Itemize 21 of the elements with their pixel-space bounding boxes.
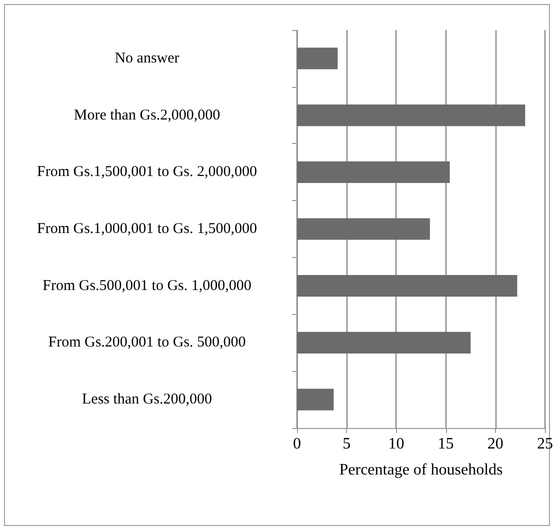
bar	[297, 48, 338, 70]
x-tick-label: 20	[487, 436, 504, 452]
x-tick-label: 15	[438, 436, 454, 452]
y-tick-label: From Gs.1,500,001 to Gs. 2,000,000	[36, 164, 258, 180]
bar	[297, 332, 471, 354]
x-axis-title: Percentage of households	[339, 462, 503, 478]
y-tick-label: Less than Gs.200,000	[82, 392, 212, 408]
x-tick-label: 0	[293, 436, 301, 452]
bar	[297, 275, 518, 297]
bar	[297, 104, 526, 126]
y-tick-label: From Gs.200,001 to Gs. 500,000	[48, 334, 246, 351]
bar	[297, 161, 450, 183]
y-tick-label: From Gs.1,000,001 to Gs. 1,500,000	[36, 221, 258, 237]
bar	[297, 388, 334, 410]
y-tick-label: No answer	[114, 50, 180, 66]
y-tick-label: From Gs.500,001 to Gs. 1,000,000	[42, 278, 252, 294]
x-tick-label: 5	[342, 436, 351, 452]
bar	[297, 218, 430, 240]
y-tick-label: More than Gs.2,000,000	[74, 107, 220, 124]
x-tick-label: 25	[537, 436, 553, 452]
x-tick-label: 10	[388, 436, 404, 452]
